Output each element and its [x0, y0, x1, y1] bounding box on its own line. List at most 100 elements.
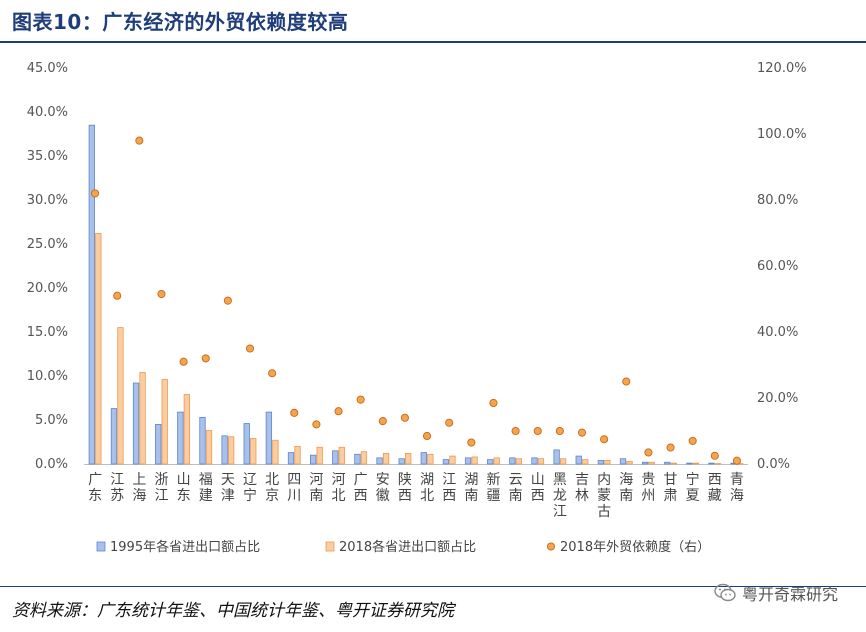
category-label: 黑龙江	[553, 472, 567, 520]
left-y-axis: 0.0% 5.0% 10.0% 15.0% 20.0% 25.0% 30.0% 35.0% 40…	[27, 61, 748, 472]
point-dependency	[356, 395, 365, 404]
point-dependency	[644, 448, 653, 457]
category-label: 贵州	[641, 472, 655, 504]
bar-1995	[376, 457, 383, 465]
bar-1995	[531, 457, 538, 465]
point-dependency	[710, 451, 719, 460]
point-dependency	[732, 456, 741, 465]
point-dependency	[555, 426, 564, 436]
right-tick-label: 40.0%	[757, 325, 798, 340]
left-tick-label: 40.0%	[27, 105, 68, 120]
bar-1995	[464, 457, 472, 465]
category-label: 江苏	[110, 472, 124, 504]
bar-1995	[575, 455, 582, 465]
point-dependency	[223, 296, 232, 305]
point-dependency	[489, 398, 498, 408]
category-label: 山西	[531, 472, 545, 504]
left-tick-label: 45.0%	[27, 61, 68, 76]
right-tick-label: 80.0%	[757, 193, 798, 208]
category-label: 辽宁	[243, 472, 257, 504]
bar-1995	[553, 449, 560, 465]
bar-1995	[309, 454, 317, 465]
point-dependency	[423, 431, 432, 441]
bar-1995	[420, 452, 427, 465]
bar-2018	[250, 438, 257, 465]
point-dependency	[533, 426, 542, 436]
category-label: 宁夏	[686, 471, 700, 504]
left-tick-label: 15.0%	[27, 325, 68, 340]
bar-2018	[626, 460, 633, 465]
bar-1995	[177, 411, 184, 465]
point-dependency	[334, 407, 343, 416]
point-dependency	[179, 357, 188, 366]
left-tick-label: 0.0%	[35, 457, 68, 472]
bar-2018	[559, 458, 567, 465]
bar-1995	[110, 408, 118, 465]
bar-1995	[642, 461, 649, 465]
category-label: 甘肃	[664, 472, 678, 504]
bar-2018	[360, 451, 368, 465]
bar-1995	[332, 450, 339, 465]
category-label: 江西	[442, 472, 456, 504]
point-dependency	[600, 435, 609, 444]
category-label: 浙江	[154, 472, 168, 504]
category-label: 海南	[619, 472, 633, 504]
category-label: 天津	[221, 472, 235, 504]
bar-1995	[398, 458, 405, 465]
bar-2018	[582, 459, 589, 465]
bar-1995	[243, 423, 250, 465]
legend-swatch	[325, 541, 335, 552]
bar-1995	[664, 461, 671, 465]
category-label: 河南	[309, 472, 323, 504]
footer-divider	[0, 586, 866, 587]
left-tick-label: 35.0%	[27, 149, 68, 164]
bar-2018	[692, 462, 700, 465]
point-dependency	[312, 420, 321, 429]
bar-2018	[294, 445, 301, 465]
legend-label: 1995年各省进出口额占比	[110, 539, 260, 555]
point-dependency	[113, 291, 122, 300]
point-dependency	[201, 354, 210, 363]
bar-2018	[493, 457, 500, 465]
category-label: 安徽	[376, 472, 390, 504]
legend-swatch	[96, 541, 106, 552]
category-label: 广东	[88, 472, 102, 504]
category-label: 云南	[509, 472, 523, 504]
category-label: 陕西	[398, 472, 412, 504]
bar-2018	[648, 461, 655, 465]
left-tick-label: 10.0%	[27, 369, 68, 384]
bar-2018	[537, 458, 545, 465]
category-label: 青海	[730, 472, 744, 504]
bar-1995	[708, 462, 715, 465]
left-tick-label: 5.0%	[35, 413, 68, 428]
category-label: 吉林	[575, 472, 589, 504]
right-tick-label: 20.0%	[757, 391, 798, 406]
category-label: 广西	[354, 472, 368, 504]
bar-2018	[272, 439, 279, 465]
point-dependency	[666, 443, 675, 452]
chart-title: 图表10：广东经济的外贸依赖度较高	[12, 10, 349, 34]
category-label: 湖南	[464, 472, 478, 504]
point-dependency	[91, 189, 100, 198]
category-label: 北京	[265, 472, 279, 504]
bar-2018	[95, 233, 102, 465]
wechat-icon	[714, 583, 736, 603]
bar-2018	[714, 463, 722, 465]
category-label: 山东	[177, 472, 191, 504]
source-note: 资料来源：广东统计年鉴、中国统计年鉴、粤开证券研究院	[12, 601, 454, 621]
bar-2018	[117, 327, 124, 465]
bar-2018	[316, 446, 323, 465]
left-tick-label: 25.0%	[27, 237, 68, 252]
bar-2018	[139, 372, 146, 465]
right-tick-label: 120.0%	[757, 61, 807, 76]
bar-1995	[155, 423, 162, 465]
watermark: 粤开奇霖研究	[714, 581, 838, 605]
bar-1995	[88, 124, 95, 465]
bar-2018	[471, 456, 478, 465]
category-label: 四川	[287, 472, 301, 504]
left-tick-label: 20.0%	[27, 281, 68, 296]
category-label: 内蒙古	[597, 472, 611, 520]
point-dependency	[577, 428, 587, 437]
point-dependency	[688, 436, 697, 445]
bar-1995	[442, 459, 450, 465]
